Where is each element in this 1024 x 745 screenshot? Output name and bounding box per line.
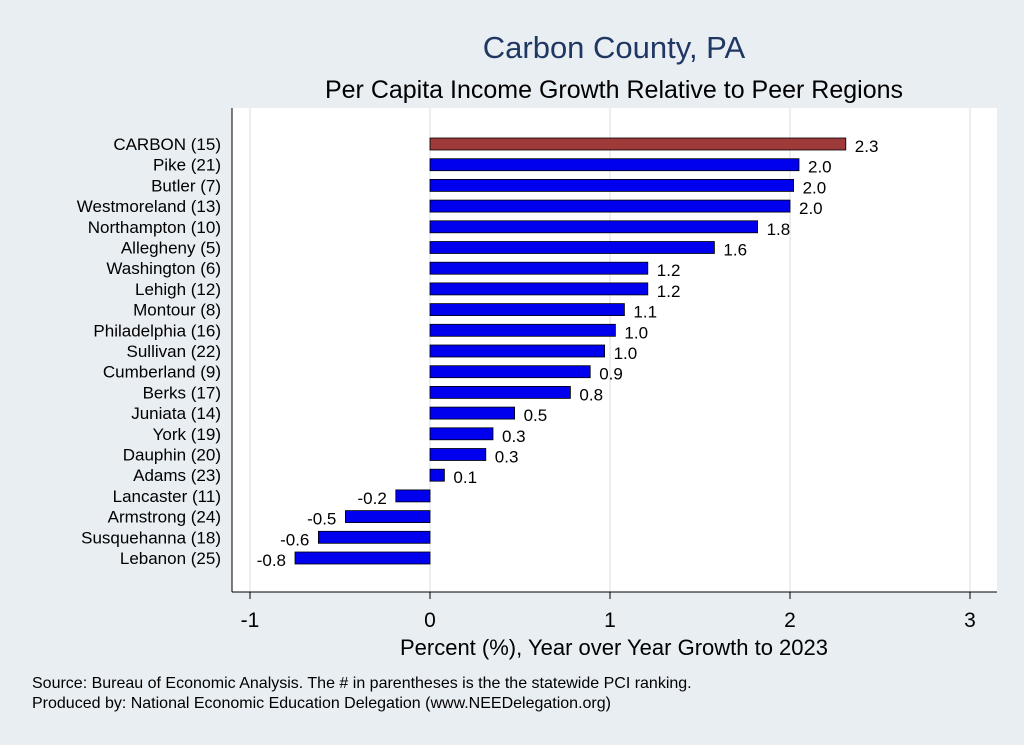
bar: [429, 261, 649, 275]
bar: [429, 448, 487, 461]
category-label: Sullivan (22): [127, 342, 222, 361]
bar: [429, 303, 625, 317]
bar: [429, 158, 800, 172]
bar: [429, 406, 515, 420]
x-axis: -1 0 1 2 3: [231, 108, 997, 632]
value-label: 2.0: [799, 199, 823, 218]
bar: [429, 468, 445, 482]
value-label: 0.3: [495, 448, 519, 467]
category-label: Pike (21): [153, 156, 221, 175]
value-label: 1.1: [633, 303, 657, 322]
value-label: -0.5: [307, 510, 336, 529]
category-label: Berks (17): [143, 383, 221, 402]
category-label: Dauphin (20): [123, 446, 221, 465]
value-label: 1.8: [767, 220, 791, 239]
bar: [429, 178, 795, 192]
bar-highlight: [429, 137, 847, 151]
value-label: 2.0: [803, 178, 827, 197]
category-label: Juniata (14): [131, 404, 221, 423]
x-tick-label: -1: [241, 609, 260, 632]
source-line-1: Source: Bureau of Economic Analysis. The…: [32, 675, 692, 692]
x-tick-label: 3: [964, 609, 976, 632]
bar: [429, 427, 494, 441]
x-tick-label: 2: [784, 609, 796, 632]
category-label: Lehigh (12): [135, 280, 221, 299]
x-tick-label: 0: [424, 609, 436, 632]
category-label: CARBON (15): [113, 135, 221, 154]
bar: [344, 510, 431, 524]
category-label: Adams (23): [133, 466, 221, 485]
value-label: 0.3: [502, 427, 526, 446]
value-label: 0.5: [524, 406, 548, 425]
bar: [429, 323, 616, 337]
category-label: Allegheny (5): [121, 239, 221, 258]
bar: [429, 365, 591, 379]
bar: [294, 551, 431, 565]
bar-layer: CARBON (15) 2.3 Pike (21) 2.0 Butler (7) 2.0 W…: [77, 135, 879, 570]
bar: [317, 530, 431, 544]
bar: [429, 344, 606, 358]
chart-title: Carbon County, PA: [483, 30, 746, 65]
value-label: 2.3: [855, 137, 879, 156]
value-label: 1.6: [723, 241, 747, 260]
chart-subtitle: Per Capita Income Growth Relative to Pee…: [325, 76, 903, 104]
category-label: Washington (6): [106, 259, 221, 278]
bar: [429, 282, 649, 296]
category-label: Butler (7): [151, 176, 221, 195]
value-label: 1.0: [614, 344, 638, 363]
category-label: Philadelphia (16): [93, 321, 221, 340]
category-label: York (19): [153, 425, 221, 444]
value-label: 1.2: [657, 261, 681, 280]
value-label: -0.8: [257, 551, 286, 570]
value-label: 0.8: [579, 385, 603, 404]
bar: [429, 199, 791, 213]
value-label: -0.6: [280, 530, 309, 549]
category-label: Northampton (10): [88, 218, 221, 237]
category-label: Lancaster (11): [113, 487, 221, 506]
value-label: 1.2: [657, 282, 681, 301]
value-label: 1.0: [624, 323, 648, 342]
bar: [429, 220, 759, 234]
category-label: Armstrong (24): [108, 508, 221, 527]
value-label: 0.1: [453, 468, 477, 487]
category-label: Montour (8): [133, 301, 221, 320]
category-label: Cumberland (9): [103, 363, 221, 382]
category-label: Westmoreland (13): [77, 197, 221, 216]
category-label: Lebanon (25): [120, 549, 221, 568]
bar: [429, 241, 715, 254]
x-tick-label: 1: [604, 609, 616, 632]
value-label: -0.2: [358, 489, 387, 508]
x-axis-title: Percent (%), Year over Year Growth to 20…: [400, 635, 828, 660]
bar: [429, 385, 571, 399]
value-label: 2.0: [808, 158, 832, 177]
bar: [395, 489, 431, 503]
source-line-2: Produced by: National Economic Education…: [32, 695, 611, 712]
value-label: 0.9: [599, 365, 623, 384]
category-label: Susquehanna (18): [81, 528, 221, 547]
